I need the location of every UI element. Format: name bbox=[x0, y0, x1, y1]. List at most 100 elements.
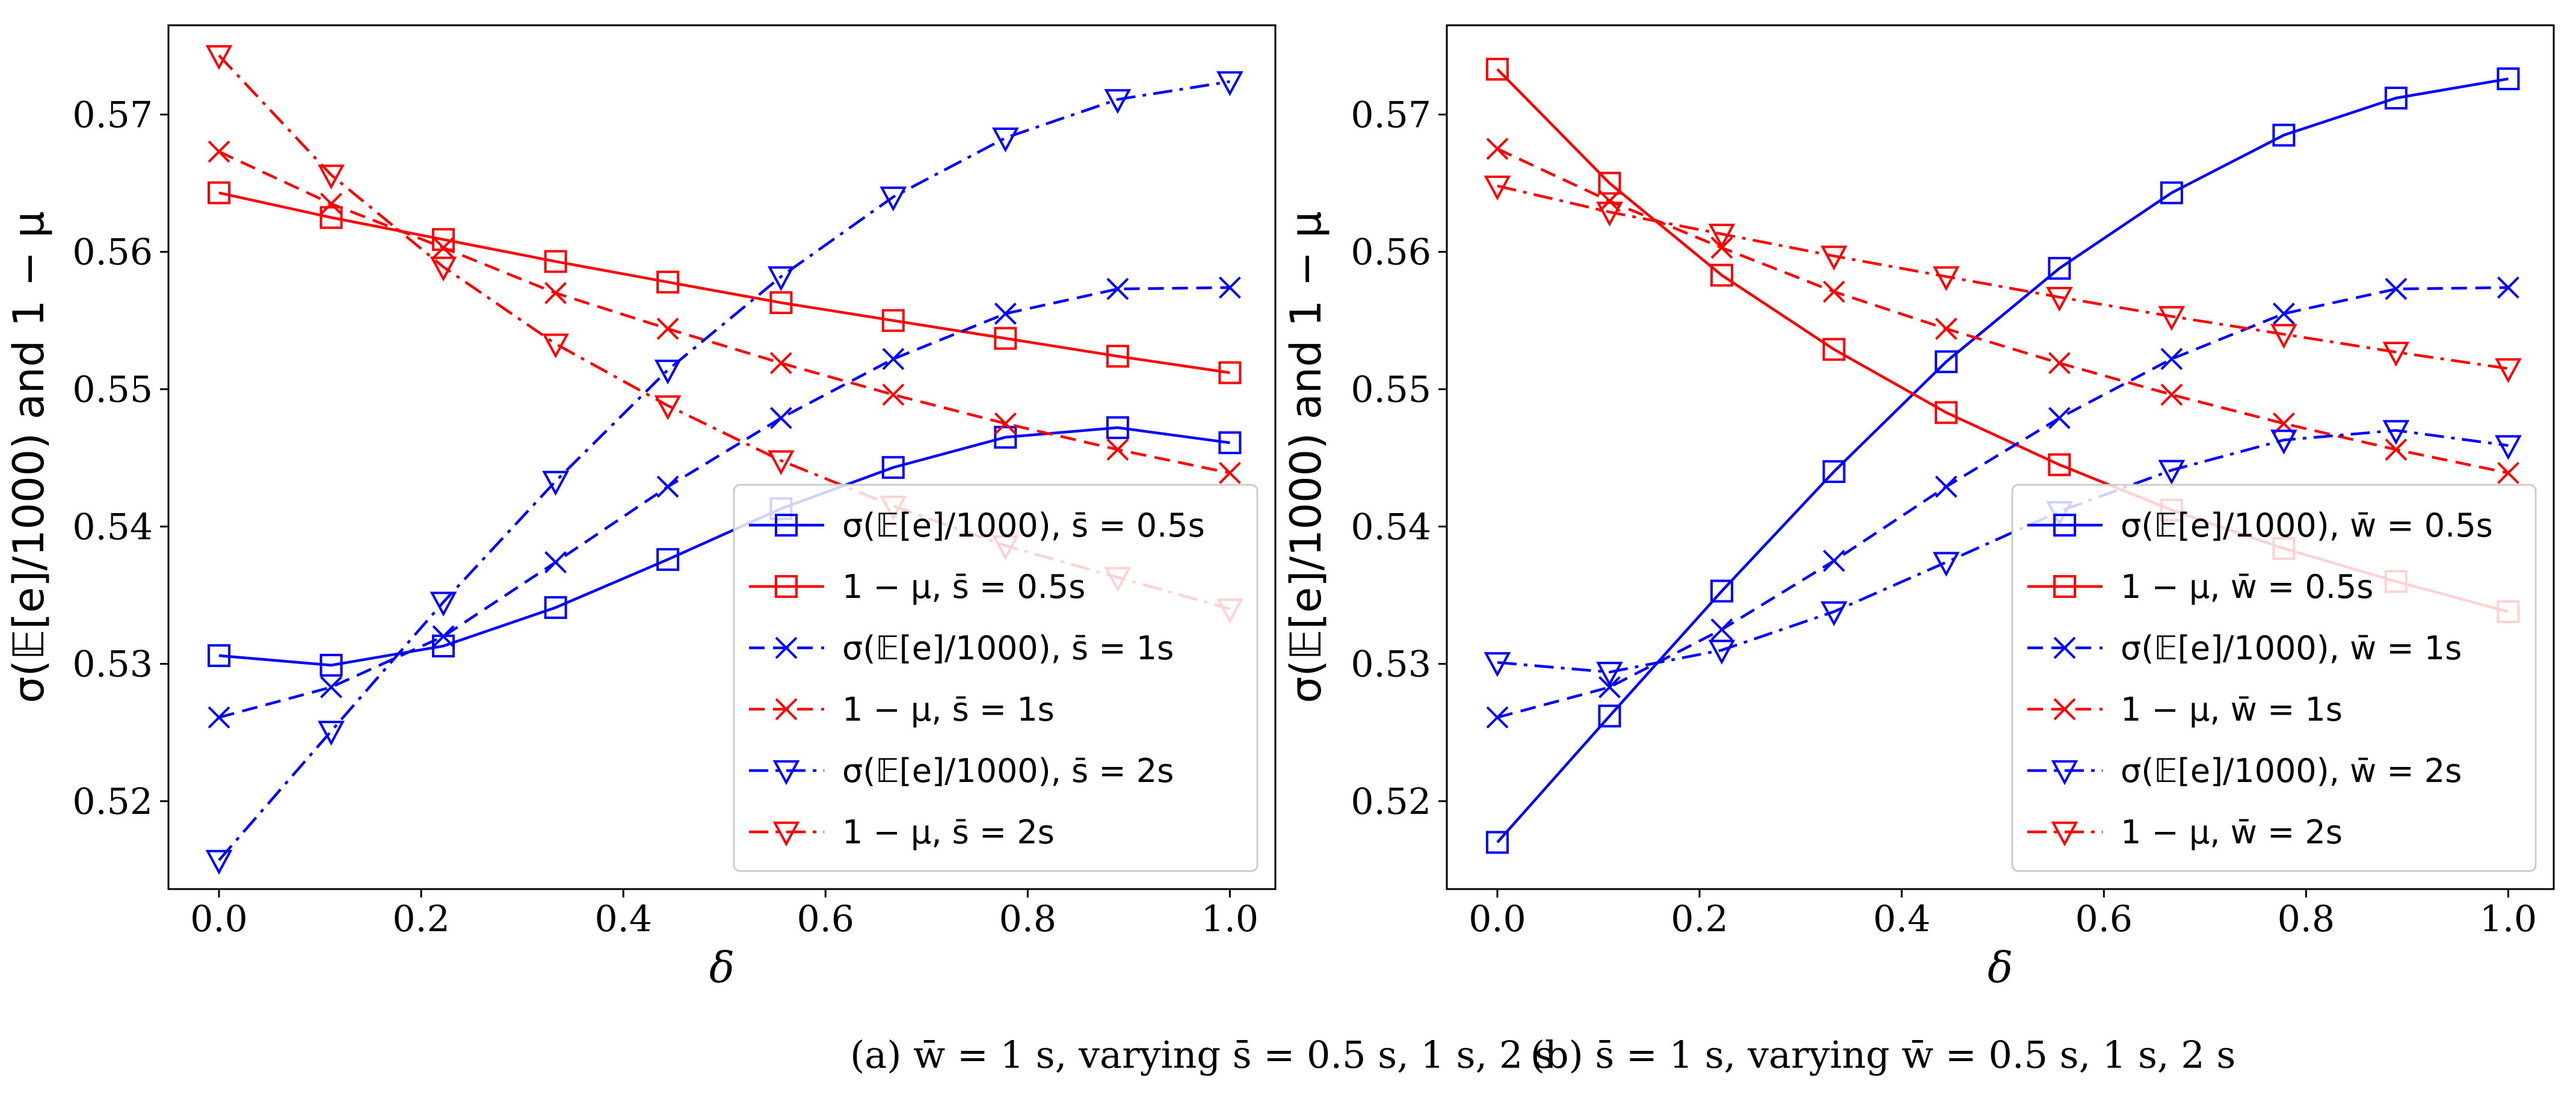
y-tick-label: 0.56 bbox=[72, 232, 153, 274]
data-point bbox=[208, 706, 230, 729]
data-point bbox=[320, 192, 342, 215]
series-3 bbox=[1486, 138, 2519, 484]
legend-marker bbox=[775, 636, 798, 659]
data-point bbox=[544, 551, 567, 574]
data-point bbox=[2272, 123, 2296, 147]
data-point bbox=[430, 256, 457, 282]
data-point bbox=[1106, 439, 1129, 461]
data-point bbox=[542, 470, 569, 496]
legend-entry: σ(𝔼[e]/1000), s̄ = 2s bbox=[842, 752, 1174, 790]
data-point bbox=[2382, 342, 2410, 367]
data-point bbox=[1218, 461, 1241, 484]
legend-entry: σ(𝔼[e]/1000), s̄ = 0.5s bbox=[842, 506, 1205, 544]
data-point bbox=[1935, 475, 1958, 498]
y-tick-label: 0.52 bbox=[1351, 781, 1431, 823]
data-point bbox=[432, 625, 455, 648]
data-point bbox=[882, 383, 905, 406]
x-tick-label: 0.0 bbox=[1468, 898, 1526, 940]
data-point bbox=[542, 333, 569, 359]
y-tick-label: 0.54 bbox=[1351, 506, 1431, 548]
data-point bbox=[881, 309, 905, 332]
data-point bbox=[654, 359, 682, 385]
data-point bbox=[2048, 257, 2071, 280]
data-point bbox=[320, 676, 342, 698]
data-point bbox=[319, 653, 343, 677]
data-point bbox=[1823, 549, 1845, 572]
x-tick-label: 0.8 bbox=[999, 898, 1056, 940]
data-point bbox=[1710, 263, 1734, 287]
data-point bbox=[2270, 324, 2297, 349]
x-tick-label: 1.0 bbox=[2480, 898, 2537, 940]
series-line bbox=[218, 150, 1230, 475]
y-tick-label: 0.56 bbox=[1351, 232, 1431, 274]
data-point bbox=[430, 591, 457, 617]
data-point bbox=[1823, 280, 1845, 303]
x-tick-label: 0.8 bbox=[2278, 898, 2335, 940]
data-point bbox=[880, 186, 907, 212]
series-5 bbox=[1484, 175, 2522, 383]
plot-frame bbox=[1446, 24, 2555, 890]
data-point bbox=[1932, 552, 1960, 577]
figure-caption: (b) s̄ = 1 s, varying w̄ = 0.5 s, 1 s, 2… bbox=[1530, 1033, 2236, 1077]
data-point bbox=[656, 548, 680, 571]
data-point bbox=[2158, 306, 2186, 331]
legend-entry: 1 − μ, s̄ = 1s bbox=[842, 691, 1055, 728]
legend-marker bbox=[772, 760, 800, 786]
data-point bbox=[208, 140, 230, 163]
data-point bbox=[769, 407, 792, 429]
legend-entry: σ(𝔼[e]/1000), w̄ = 0.5s bbox=[2121, 506, 2493, 544]
y-tick-label: 0.53 bbox=[1351, 644, 1431, 686]
data-point bbox=[1218, 361, 1242, 384]
data-point bbox=[881, 456, 905, 479]
data-point bbox=[769, 352, 792, 375]
data-point bbox=[1710, 618, 1733, 641]
series-line bbox=[1497, 286, 2509, 719]
legend-entry: 1 − μ, w̄ = 2s bbox=[2121, 813, 2343, 851]
data-point bbox=[654, 395, 682, 420]
data-point bbox=[1106, 277, 1129, 300]
data-point bbox=[544, 282, 567, 304]
data-point bbox=[1598, 189, 1621, 212]
data-point bbox=[2048, 352, 2071, 375]
x-tick-label: 1.0 bbox=[1201, 898, 1259, 940]
y-tick-label: 0.53 bbox=[72, 644, 153, 686]
legend-marker bbox=[2053, 698, 2076, 721]
data-point bbox=[544, 596, 567, 619]
series-1 bbox=[208, 181, 1242, 384]
data-point bbox=[656, 270, 680, 294]
legend: σ(𝔼[e]/1000), w̄ = 0.5s 1 − μ, w̄ = 0.5s σ… bbox=[2011, 484, 2537, 872]
data-point bbox=[2497, 461, 2519, 484]
y-tick-label: 0.54 bbox=[72, 506, 153, 548]
series-line bbox=[1497, 147, 2509, 475]
data-point bbox=[1484, 652, 1511, 677]
data-point bbox=[1484, 175, 1511, 201]
legend-entry: 1 − μ, s̄ = 0.5s bbox=[842, 568, 1085, 606]
chart-panel-a: 0.0 0.2 0.4 0.6 0.8 1.0 0.52 0.53 0.54 0.55 0.56 0.… bbox=[4, 24, 1554, 1077]
series-0 bbox=[1486, 67, 2520, 854]
data-point bbox=[2160, 181, 2183, 205]
y-axis-label: σ(𝔼[e]/1000) and 1 − μ bbox=[4, 211, 54, 703]
data-point bbox=[2048, 407, 2071, 429]
data-point bbox=[2495, 435, 2522, 460]
data-point bbox=[1820, 245, 1847, 271]
data-point bbox=[1218, 431, 1242, 455]
data-point bbox=[767, 450, 795, 475]
data-point bbox=[1486, 58, 1509, 81]
legend-entry: σ(𝔼[e]/1000), w̄ = 2s bbox=[2121, 752, 2462, 790]
data-point bbox=[2382, 420, 2410, 445]
data-point bbox=[432, 228, 455, 251]
data-point bbox=[1596, 662, 1623, 687]
legend-marker bbox=[2053, 514, 2076, 537]
legend-marker bbox=[2053, 636, 2076, 659]
data-point bbox=[432, 236, 455, 259]
data-point bbox=[318, 164, 345, 190]
data-point bbox=[1598, 171, 1621, 195]
data-point bbox=[882, 348, 905, 371]
data-point bbox=[1935, 350, 1958, 374]
data-point bbox=[1486, 138, 1509, 160]
data-point bbox=[2384, 86, 2408, 109]
x-tick-label: 0.4 bbox=[594, 898, 652, 940]
series-2 bbox=[208, 276, 1241, 729]
x-tick-label: 0.4 bbox=[1873, 898, 1930, 940]
data-point bbox=[1598, 704, 1621, 728]
